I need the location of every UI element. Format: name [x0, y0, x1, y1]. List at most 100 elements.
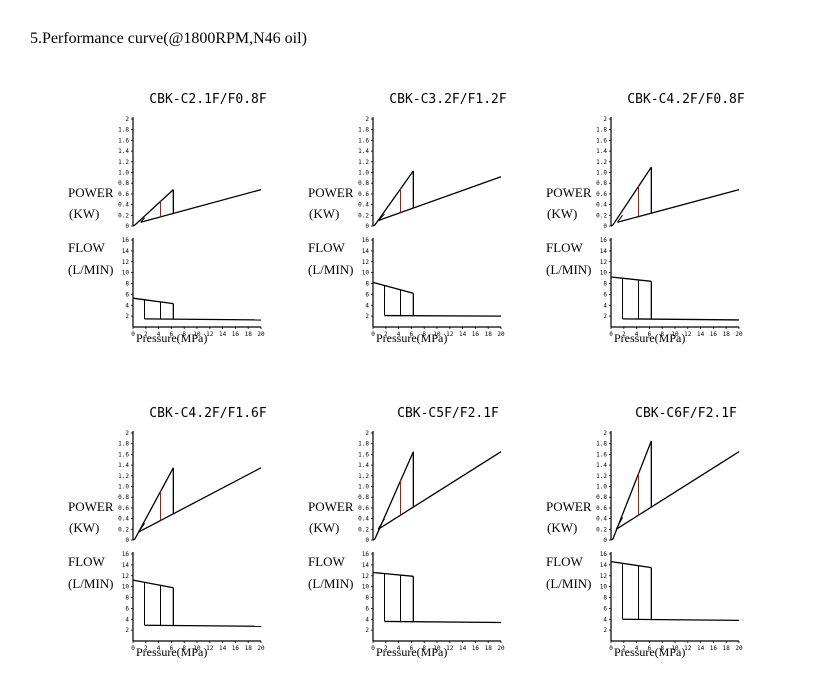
pressure-tick-label: 14 [219, 331, 227, 338]
flow-label: FLOW [308, 554, 345, 569]
chart-title: CBK-C5F/F2.1F [397, 406, 499, 421]
power-tick-label: 1.8 [596, 441, 607, 448]
power-inner-stroke [377, 518, 385, 530]
flow-tick-label: 10 [600, 270, 608, 277]
power-tick-label: 1.8 [358, 127, 369, 134]
x-axis-label: Pressure(MPa) [614, 645, 686, 659]
power-tick-label: 0.8 [358, 494, 369, 501]
pressure-tick-label: 2 [622, 645, 626, 652]
power-tick-label: 0 [125, 537, 129, 544]
power-unload-line [377, 451, 502, 530]
power-label: POWER [68, 185, 114, 200]
pressure-tick-label: 10 [671, 645, 679, 652]
x-axis-label: Pressure(MPa) [376, 331, 448, 345]
power-tick-label: 1.8 [118, 127, 129, 134]
power-tick-label: 0.2 [358, 526, 369, 533]
power-unit-label: (KW) [547, 520, 578, 535]
power-ramp-line [372, 451, 414, 541]
flow-tick-label: 12 [600, 259, 608, 266]
flow-tick-label: 12 [122, 573, 130, 580]
flow-tick-label: 12 [122, 259, 130, 266]
pressure-tick-label: 10 [433, 331, 441, 338]
flow-tick-label: 14 [362, 248, 370, 255]
pressure-tick-label: 10 [671, 331, 679, 338]
flow-top-line [372, 571, 414, 577]
power-tick-label: 1.6 [358, 451, 369, 458]
power-tick-label: 1.6 [596, 137, 607, 144]
power-tick-label: 0.6 [358, 191, 369, 198]
x-axis-label: Pressure(MPa) [136, 331, 208, 345]
flow-tick-label: 10 [122, 270, 130, 277]
power-tick-label: 1.6 [118, 137, 129, 144]
flow-tick-label: 10 [122, 584, 130, 591]
power-tick-label: 1.0 [596, 484, 607, 491]
power-tick-label: 0.4 [118, 516, 129, 523]
power-tick-label: 1.8 [596, 127, 607, 134]
power-tick-label: 0.4 [358, 202, 369, 209]
performance-chart-2: CBK-C3.2F/F1.2F POWER (KW) FLOW (L/MIN) Press… [308, 92, 538, 352]
pressure-tick-label: 20 [735, 645, 743, 652]
pressure-tick-label: 4 [397, 331, 401, 338]
flow-tick-label: 16 [122, 237, 130, 244]
power-tick-label: 2 [603, 116, 607, 123]
power-tick-label: 1.4 [358, 148, 369, 155]
pressure-tick-label: 4 [157, 331, 161, 338]
power-tick-label: 1.8 [118, 441, 129, 448]
pressure-tick-label: 16 [472, 645, 480, 652]
flow-label: FLOW [68, 554, 105, 569]
pressure-tick-label: 16 [232, 331, 240, 338]
power-tick-label: 1.0 [118, 170, 129, 177]
flow-tick-label: 4 [365, 302, 369, 309]
power-ramp-line [610, 166, 652, 227]
power-tick-label: 0 [365, 223, 369, 230]
flow-top-line [132, 297, 174, 305]
flow-low-line [384, 620, 502, 624]
power-unit-label: (KW) [309, 206, 340, 221]
power-tick-label: 2 [603, 430, 607, 437]
flow-low-line [144, 624, 262, 627]
power-tick-label: 0.8 [596, 180, 607, 187]
chart-title: CBK-C3.2F/F1.2F [389, 92, 507, 107]
pressure-tick-label: 4 [397, 645, 401, 652]
flow-low-line [384, 314, 502, 317]
flow-tick-label: 2 [365, 627, 369, 634]
power-unload-line [615, 451, 740, 530]
flow-tick-label: 2 [365, 313, 369, 320]
performance-chart-5: CBK-C5F/F2.1F POWER (KW) FLOW (L/MIN) Pressur… [308, 406, 538, 666]
flow-low-line [144, 318, 262, 321]
pressure-tick-label: 6 [170, 331, 174, 338]
pressure-tick-label: 4 [157, 645, 161, 652]
x-axis-label: Pressure(MPa) [136, 645, 208, 659]
power-ramp-line [132, 189, 174, 227]
pressure-tick-label: 0 [371, 645, 375, 652]
pressure-tick-label: 8 [660, 645, 664, 652]
power-tick-label: 1.0 [358, 170, 369, 177]
pressure-tick-label: 20 [735, 331, 743, 338]
flow-unit-label: (L/MIN) [546, 262, 592, 277]
power-tick-label: 1.4 [118, 462, 129, 469]
power-tick-label: 1.2 [358, 473, 369, 480]
flow-tick-label: 8 [365, 595, 369, 602]
flow-tick-label: 6 [125, 291, 129, 298]
power-tick-label: 0.8 [118, 494, 129, 501]
power-tick-label: 0.2 [596, 212, 607, 219]
flow-tick-label: 4 [603, 302, 607, 309]
power-tick-label: 0.6 [118, 191, 129, 198]
flow-tick-label: 8 [603, 281, 607, 288]
flow-tick-label: 6 [365, 291, 369, 298]
chart-title: CBK-C6F/F2.1F [635, 406, 737, 421]
flow-tick-label: 4 [603, 616, 607, 623]
pressure-tick-label: 2 [622, 331, 626, 338]
pressure-tick-label: 20 [497, 331, 505, 338]
power-tick-label: 0.6 [596, 505, 607, 512]
pressure-tick-label: 10 [193, 645, 201, 652]
power-tick-label: 1.0 [596, 170, 607, 177]
performance-chart-1: CBK-C2.1F/F0.8F POWER (KW) FLOW (L/MIN) Press… [68, 92, 298, 352]
pressure-tick-label: 12 [684, 331, 692, 338]
pressure-tick-label: 0 [131, 645, 135, 652]
power-unit-label: (KW) [69, 206, 100, 221]
pressure-tick-label: 6 [410, 645, 414, 652]
power-label: POWER [546, 185, 592, 200]
power-inner-stroke [140, 217, 145, 223]
power-inner-stroke [138, 523, 145, 533]
